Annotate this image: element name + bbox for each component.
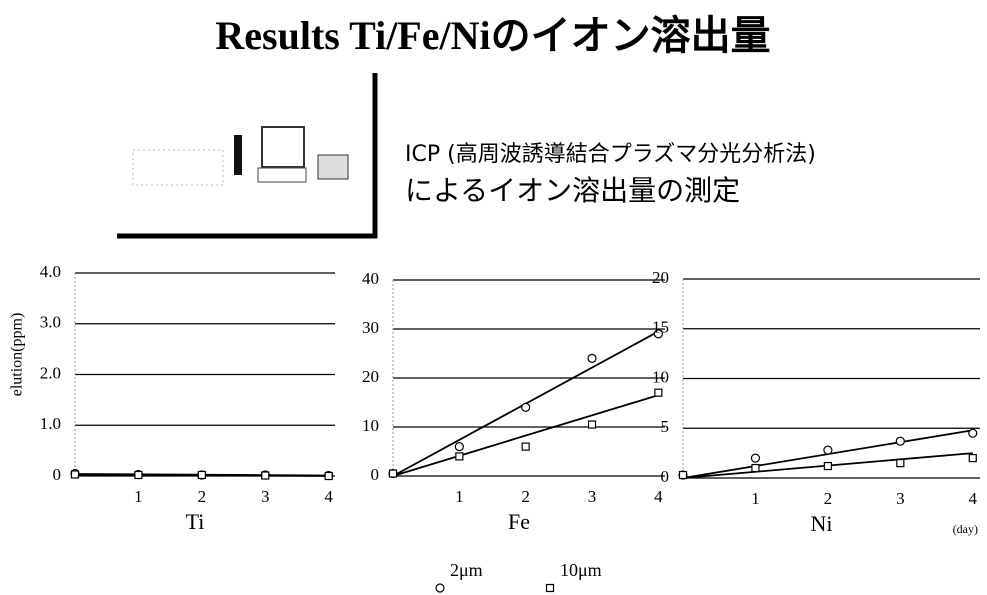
y-tick-label: 20 — [652, 268, 669, 287]
y-tick-label: 40 — [362, 269, 379, 288]
y-tick-label: 30 — [362, 318, 379, 337]
x-tick-label: 4 — [654, 487, 663, 506]
data-point — [197, 470, 206, 480]
data-point — [751, 463, 760, 473]
data-point — [896, 458, 905, 468]
x-tick-label: 2 — [824, 489, 833, 508]
y-tick-label: 0 — [371, 465, 380, 484]
data-point — [653, 329, 663, 339]
y-tick-label: 0 — [661, 467, 670, 486]
data-point — [823, 461, 832, 471]
data-point — [823, 445, 833, 455]
data-point — [388, 469, 398, 478]
data-point — [895, 436, 905, 446]
data-point — [324, 471, 333, 481]
y-tick-label: 10 — [652, 367, 669, 386]
y-tick-label: 4.0 — [40, 262, 61, 281]
data-point — [455, 452, 464, 461]
legend-marker — [435, 583, 445, 593]
x-tick-label: 3 — [261, 487, 270, 506]
y-tick-label: 1.0 — [40, 414, 61, 433]
slide-title: Results Ti/Fe/Niのイオン溶出量 — [215, 13, 770, 58]
legend-label: 2μm — [450, 560, 483, 580]
equipment-photo — [117, 73, 378, 239]
y-tick-label: 2.0 — [40, 363, 61, 382]
x-tick-label: 1 — [455, 487, 464, 506]
x-tick-label: 4 — [969, 489, 978, 508]
y-tick-label: 10 — [362, 416, 379, 435]
legend-label: 10μm — [560, 560, 602, 580]
x-tick-label: 2 — [198, 487, 207, 506]
data-point — [134, 470, 143, 480]
x-tick-label: 3 — [896, 489, 905, 508]
data-point — [678, 470, 688, 480]
x-axis-label: Fe — [508, 509, 530, 534]
data-point — [587, 420, 597, 429]
y-tick-label: 20 — [362, 367, 379, 386]
data-point — [454, 442, 464, 452]
description-line: ICP (高周波誘導結合プラズマ分光分析法) — [405, 142, 816, 167]
data-point — [750, 453, 761, 463]
x-tick-label: 2 — [521, 487, 530, 506]
fit-line — [392, 394, 659, 477]
x-axis-label: Ti — [186, 509, 205, 534]
y-tick-label: 3.0 — [40, 313, 61, 332]
data-point — [70, 470, 80, 479]
data-point — [968, 428, 978, 438]
data-point — [521, 442, 530, 451]
data-point — [654, 388, 663, 397]
data-point — [587, 353, 597, 363]
y-tick-label: 15 — [652, 318, 669, 337]
x-axis-label: Ni — [811, 511, 833, 536]
y-axis-label: elution(ppm) — [9, 313, 26, 397]
x-tick-label: 1 — [751, 489, 760, 508]
data-point — [968, 454, 977, 463]
x-axis-unit: (day) — [953, 522, 978, 536]
y-tick-label: 0 — [53, 465, 62, 484]
x-tick-label: 4 — [324, 487, 333, 506]
y-tick-label: 5 — [661, 417, 670, 436]
legend-marker — [545, 583, 555, 593]
data-point — [261, 471, 270, 480]
data-point — [521, 402, 531, 412]
description-line: によるイオン溶出量の測定 — [405, 174, 740, 207]
x-tick-label: 1 — [134, 487, 143, 506]
x-tick-label: 3 — [588, 487, 597, 506]
